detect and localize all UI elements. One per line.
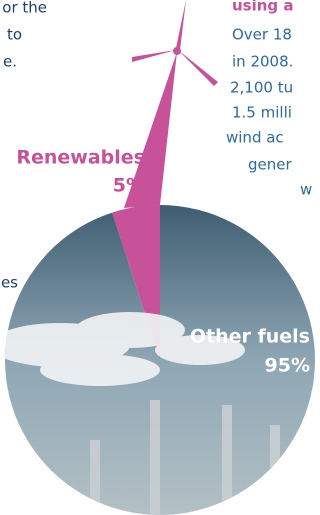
body-text: in 2008. xyxy=(232,53,293,71)
body-text: 1.5 milli xyxy=(232,104,292,122)
value-label: 95% xyxy=(265,355,310,377)
body-text: or the xyxy=(2,0,47,17)
body-text: e. xyxy=(3,53,17,71)
body-text: wind ac xyxy=(226,129,284,147)
body-text: 2,100 tu xyxy=(230,79,293,97)
value-label: 5% xyxy=(113,175,145,197)
body-text: Over 18 xyxy=(232,26,292,44)
body-text: es xyxy=(1,274,18,292)
body-text: to xyxy=(7,26,22,44)
slice-label: Other fuels xyxy=(190,326,310,348)
slice-label: Renewables xyxy=(16,147,145,169)
chart: or the to e. es using a Over 18 in 2008. 2,100… xyxy=(0,0,317,515)
body-text: w xyxy=(300,181,312,199)
body-text: gener xyxy=(248,156,292,174)
heading: using a xyxy=(232,0,294,15)
